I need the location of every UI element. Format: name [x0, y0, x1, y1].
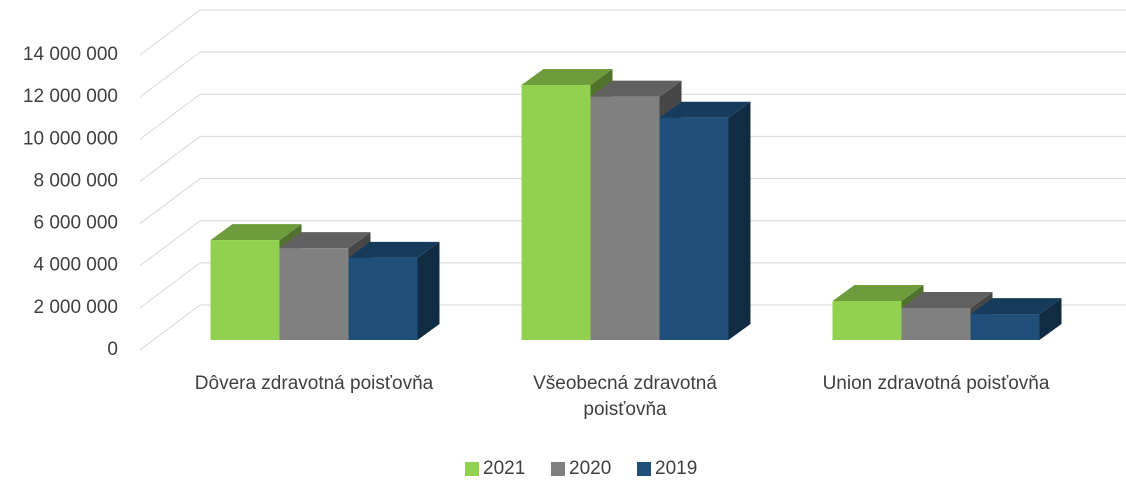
- legend-label: 2019: [655, 458, 697, 479]
- bar-top: [521, 69, 613, 86]
- bar: [279, 248, 349, 340]
- bar-top: [832, 285, 924, 302]
- bar-top: [279, 232, 371, 249]
- bar-top: [210, 224, 302, 241]
- legend-label: 2021: [483, 458, 525, 479]
- bar: [832, 301, 902, 340]
- y-tick-label: 4 000 000: [33, 255, 118, 276]
- grid-line-side: [139, 9, 201, 56]
- legend-swatch: [637, 462, 651, 476]
- y-tick-label: 0: [107, 339, 118, 360]
- grid-line-side: [139, 304, 201, 351]
- bar-top: [659, 101, 751, 118]
- bar-side: [728, 101, 751, 340]
- legend-label: 2020: [569, 458, 611, 479]
- legend-swatch: [465, 462, 479, 476]
- x-tick-label: Všeobecná zdravotná poisťovňa: [533, 373, 717, 420]
- grid-line-side: [139, 220, 201, 267]
- grid-line-side: [139, 136, 201, 182]
- x-tick-label: Union zdravotná poisťovňa: [822, 373, 1050, 394]
- bar-top: [348, 241, 440, 258]
- y-tick-label: 10 000 000: [23, 128, 118, 149]
- bar-side: [1039, 298, 1062, 340]
- y-tick-label: 8 000 000: [33, 170, 118, 191]
- bar: [521, 85, 591, 341]
- y-tick-label: 6 000 000: [33, 213, 118, 234]
- bar-side: [417, 241, 440, 340]
- legend-swatch: [551, 462, 565, 476]
- x-tick-label: Dôvera zdravotná poisťovňa: [194, 373, 434, 394]
- y-tick-label: 14 000 000: [23, 44, 118, 65]
- bar: [590, 96, 660, 340]
- bar-top: [590, 80, 682, 97]
- y-tick-label: 12 000 000: [23, 86, 118, 107]
- bar-top: [970, 298, 1062, 315]
- grid-line-side: [139, 51, 201, 98]
- bar: [659, 117, 729, 340]
- grid-line-side: [139, 93, 201, 140]
- bar: [901, 307, 971, 340]
- bar: [348, 257, 418, 340]
- bar: [970, 314, 1040, 340]
- bar: [210, 240, 280, 340]
- y-tick-label: 2 000 000: [33, 297, 118, 318]
- grid-line-side: [139, 262, 201, 309]
- bar-top: [901, 291, 993, 308]
- grid-line-side: [139, 178, 201, 224]
